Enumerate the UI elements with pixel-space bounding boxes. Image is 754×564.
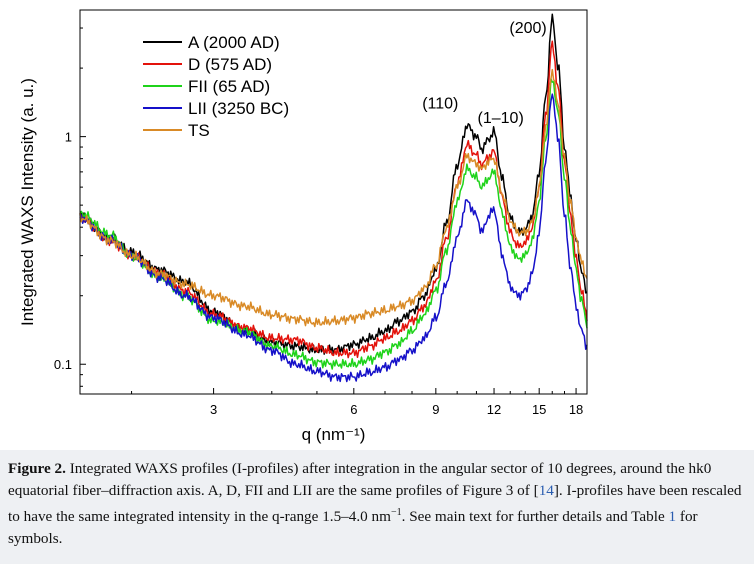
series-line-5 [79,68,588,328]
legend-label: FII (65 AD) [188,77,270,96]
y-tick-label: 1 [65,130,72,145]
peak-label: (200) [509,20,546,37]
x-axis-ticks: 3 6 9 12 15 18 [131,388,583,417]
y-tick-label: 0.1 [54,357,72,372]
legend-label: D (575 AD) [188,55,272,74]
caption-superscript: −1 [390,507,402,518]
x-tick-label: 6 [350,402,357,417]
peak-label: (1–10) [478,110,524,127]
caption-text-1: Integrated WAXS profiles (I-profiles) af… [8,460,712,499]
y-axis-ticks: 0.11 [54,27,86,387]
caption-text-3: . See main text for further details and … [401,508,669,526]
legend: A (2000 AD) D (575 AD) FII (65 AD) LII (325… [143,33,289,140]
series-line-4 [79,93,588,383]
caption-label: Figure 2. [8,460,66,477]
x-tick-label: 3 [210,402,217,417]
caption-text-4: for symbols. [8,508,698,548]
chart-area: 3 6 9 12 15 18 0.11 (200)(110)(1–10) A (2000 … [18,9,588,444]
x-tick-label: 18 [569,402,583,417]
series-layer [79,13,588,383]
figure-caption: Figure 2. Integrated WAXS profiles (I-pr… [8,458,746,550]
x-tick-label: 12 [487,402,501,417]
legend-label: LII (3250 BC) [188,99,289,118]
peak-label: (110) [422,95,458,112]
x-axis-label: q (nm⁻¹) [302,425,366,444]
x-tick-label: 9 [432,402,439,417]
y-axis-label: Integrated WAXS Intensity (a. u.) [18,78,37,326]
peak-annotations: (200) (110) (1–10) [422,20,547,127]
figure-caption-box: Figure 2. Integrated WAXS profiles (I-pr… [0,450,754,564]
x-tick-label: 15 [532,402,546,417]
legend-label: A (2000 AD) [188,33,280,52]
legend-label: TS [188,121,210,140]
plot-frame [79,9,588,395]
table-link[interactable]: 1 [668,508,677,526]
caption-text-2: ]. I-profiles have been rescaled to have… [8,482,742,526]
citation-link[interactable]: 14 [538,482,554,499]
series-line-2 [79,40,588,359]
series-line-1 [79,13,588,356]
